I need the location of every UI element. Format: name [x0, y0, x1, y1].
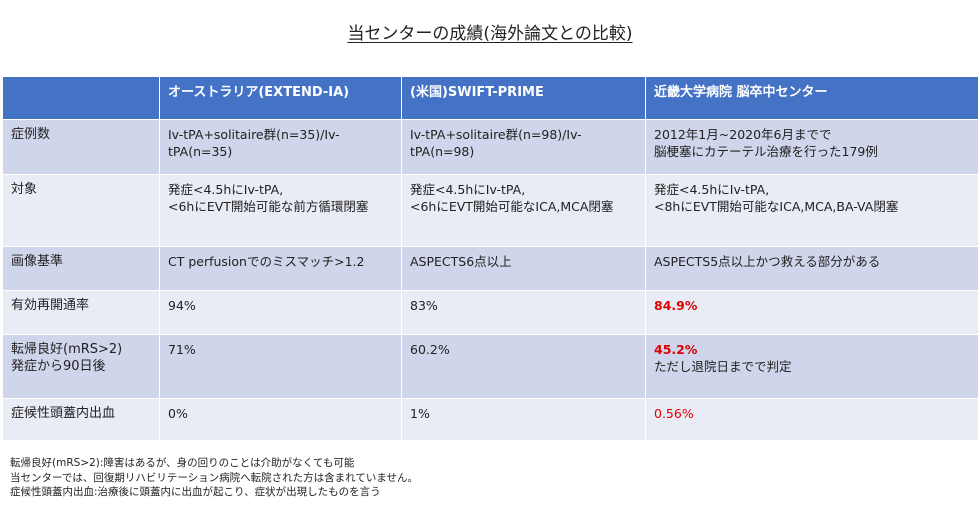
footnote: 当センターでは、回復期リハビリテーション病院へ転院された方は含まれていません。 [10, 471, 419, 484]
table-header-row: オーストラリア(EXTEND-IA) (米国)SWIFT-PRIME 近畿大学病… [2, 76, 979, 120]
cell-extend: 発症<4.5hにIv-tPA, <6hにEVT開始可能な前方循環閉塞 [159, 174, 402, 247]
cell-line: 2012年1月~2020年6月までで [654, 127, 832, 142]
row-label: 症例数 [2, 119, 160, 175]
cell-line: <6hにEVT開始可能なICA,MCA閉塞 [410, 199, 614, 214]
header-extend-ia: オーストラリア(EXTEND-IA) [159, 76, 402, 120]
cell-line: 発症<4.5hにIv-tPA, [168, 182, 284, 197]
cell-kindai: 2012年1月~2020年6月までで 脳梗塞にカテーテル治療を行った179例 [645, 119, 979, 175]
cell-extend: CT perfusionでのミスマッチ>1.2 [159, 246, 402, 291]
cell-extend: Iv-tPA+solitaire群(n=35)/Iv-tPA(n=35) [159, 119, 402, 175]
row-label: 有効再開通率 [2, 290, 160, 335]
cell-swift: 60.2% [401, 334, 646, 399]
cell-extend: 94% [159, 290, 402, 335]
cell-kindai: 45.2% ただし退院日までで判定 [645, 334, 979, 399]
cell-swift: 1% [401, 398, 646, 441]
cell-swift: 発症<4.5hにIv-tPA, <6hにEVT開始可能なICA,MCA閉塞 [401, 174, 646, 247]
table-row: 画像基準 CT perfusionでのミスマッチ>1.2 ASPECTS6点以上… [2, 246, 979, 291]
cell-line: 発症から90日後 [11, 359, 106, 374]
cell-line: <8hにEVT開始可能なICA,MCA,BA-VA閉塞 [654, 199, 899, 214]
table-row: 対象 発症<4.5hにIv-tPA, <6hにEVT開始可能な前方循環閉塞 発症… [2, 174, 979, 247]
footnote: 転帰良好(mRS>2):障害はあるが、身の回りのことは介助がなくても可能 [10, 457, 355, 469]
footnote: 症候性頭蓋内出血:治療後に頭蓋内に出血が起こり、症状が出現したものを言う [10, 486, 381, 498]
cell-line: 発症<4.5hにIv-tPA, [654, 182, 770, 197]
cell-kindai-highlight: 0.56% [645, 398, 979, 441]
cell-kindai: 発症<4.5hにIv-tPA, <8hにEVT開始可能なICA,MCA,BA-V… [645, 174, 979, 247]
table-row: 症例数 Iv-tPA+solitaire群(n=35)/Iv-tPA(n=35)… [2, 119, 979, 175]
cell-line: <6hにEVT開始可能な前方循環閉塞 [168, 199, 369, 214]
cell-extend: 0% [159, 398, 402, 441]
header-blank [2, 76, 160, 120]
header-kindai: 近畿大学病院 脳卒中センター [645, 76, 979, 120]
cell-line: 転帰良好(mRS>2) [11, 342, 123, 357]
row-label: 画像基準 [2, 246, 160, 291]
cell-swift: ASPECTS6点以上 [401, 246, 646, 291]
footnotes: 転帰良好(mRS>2):障害はあるが、身の回りのことは介助がなくても可能 当セン… [10, 456, 970, 500]
cell-extend: 71% [159, 334, 402, 399]
cell-swift: 83% [401, 290, 646, 335]
cell-line: 脳梗塞にカテーテル治療を行った179例 [654, 144, 878, 159]
row-label: 転帰良好(mRS>2) 発症から90日後 [2, 334, 160, 399]
table-row: 症候性頭蓋内出血 0% 1% 0.56% [2, 398, 979, 441]
cell-kindai-highlight: 45.2% [654, 342, 698, 357]
cell-swift: Iv-tPA+solitaire群(n=98)/Iv-tPA(n=98) [401, 119, 646, 175]
row-label: 症候性頭蓋内出血 [2, 398, 160, 441]
cell-kindai-highlight: 84.9% [645, 290, 979, 335]
header-swift-prime: (米国)SWIFT-PRIME [401, 76, 646, 120]
cell-kindai: ASPECTS5点以上かつ救える部分がある [645, 246, 979, 291]
cell-line: ただし退院日までで判定 [654, 359, 792, 374]
table-row: 転帰良好(mRS>2) 発症から90日後 71% 60.2% 45.2% ただし… [2, 334, 979, 399]
table-row: 有効再開通率 94% 83% 84.9% [2, 290, 979, 335]
page-title: 当センターの成績(海外論文との比較) [347, 24, 633, 44]
cell-line: 発症<4.5hにIv-tPA, [410, 182, 526, 197]
comparison-table: オーストラリア(EXTEND-IA) (米国)SWIFT-PRIME 近畿大学病… [2, 76, 979, 441]
row-label: 対象 [2, 174, 160, 247]
